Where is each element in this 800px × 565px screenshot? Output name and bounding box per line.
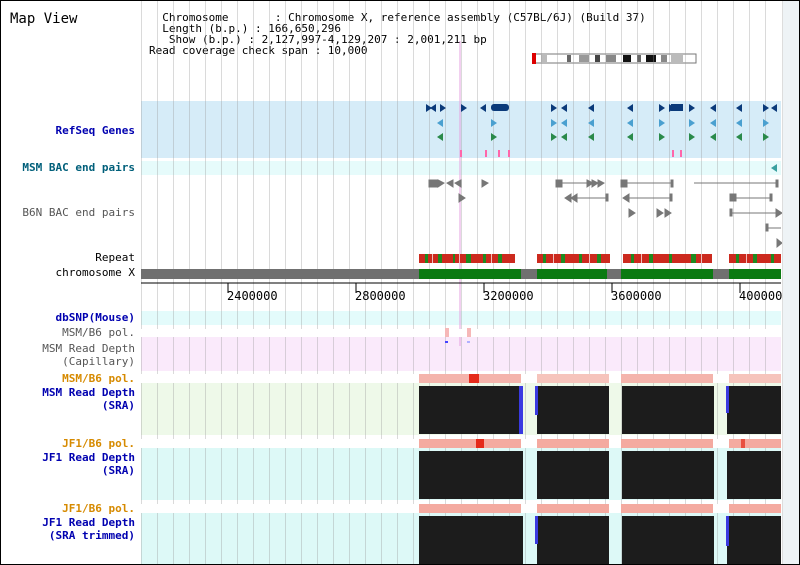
axis-tick-label: 2800000 <box>355 289 406 303</box>
refseq-row-2 <box>437 119 769 127</box>
jf1-b6-pol-heat <box>141 439 781 448</box>
info-line: Show (b.p.) : 2,127,997-4,129,207 : 2,00… <box>149 33 487 46</box>
chromosome-bar <box>141 269 781 279</box>
track-label-jf1-b6-pol-2[interactable]: JF1/B6 pol. <box>62 502 135 515</box>
axis-tick-label: 4000000 <box>739 289 790 303</box>
refseq-row-3 <box>437 133 769 141</box>
msm-b6-pol-heat <box>141 374 781 383</box>
track-label-jf1-depth-sra-sub: (SRA) <box>101 464 135 477</box>
vertical-scrollbar[interactable] <box>782 1 799 564</box>
track-label-jf1-depth-sra[interactable]: JF1 Read Depth <box>42 451 135 464</box>
axis-tick-label: 3200000 <box>483 289 534 303</box>
dbsnp-panel <box>141 311 781 325</box>
track-label-msm-b6-pol[interactable]: MSM/B6 pol. <box>62 326 135 339</box>
msm-bac-panel <box>141 161 781 175</box>
track-label-msm-depth-sra-sub: (SRA) <box>101 399 135 412</box>
depth-blue-bars <box>519 386 729 546</box>
msm-b6-pol-row <box>141 329 781 337</box>
refseq-row-1 <box>426 104 777 112</box>
track-label-msm-depth-cap[interactable]: MSM Read Depth <box>42 342 135 355</box>
msm-bac-mark <box>771 164 777 172</box>
track-label-msm-b6-pol-2[interactable]: MSM/B6 pol. <box>62 372 135 385</box>
chromosome-info: Chromosome : Chromosome X, reference ass… <box>149 12 646 56</box>
capillary-panel <box>141 337 781 371</box>
page-title: Map View <box>10 11 78 27</box>
track-label-b6n-bac[interactable]: B6N BAC end pairs <box>22 206 135 219</box>
jf1-b6-pol-heat-2 <box>141 504 781 513</box>
track-label-repeat[interactable]: Repeat <box>95 251 135 264</box>
track-label-msm-depth-cap-sub: (Capillary) <box>62 355 135 368</box>
track-label-jf1-b6-pol[interactable]: JF1/B6 pol. <box>62 437 135 450</box>
track-label-msm-depth-sra[interactable]: MSM Read Depth <box>42 386 135 399</box>
track-label-msm-bac[interactable]: MSM BAC end pairs <box>22 161 135 174</box>
info-line: Chromosome : Chromosome X, reference ass… <box>149 11 646 24</box>
refseq-pink-marks <box>460 150 682 157</box>
axis-panel <box>141 283 781 311</box>
track-label-chromosome[interactable]: chromosome X <box>55 266 135 279</box>
track-label-jf1-depth-trim[interactable]: JF1 Read Depth <box>42 516 135 529</box>
repeat-track <box>419 254 781 263</box>
track-label-jf1-depth-trim-sub: (SRA trimmed) <box>48 529 135 542</box>
axis-tick-label: 3600000 <box>611 289 662 303</box>
depth-blocks <box>419 386 781 564</box>
info-line: Read coverage check span : 10,000 <box>149 44 368 57</box>
b6n-bac-pairs <box>428 179 783 249</box>
track-label-dbsnp[interactable]: dbSNP(Mouse) <box>55 311 135 324</box>
info-line: Length (b.p.) : 166,650,296 <box>149 22 342 35</box>
track-label-refseq[interactable]: RefSeq Genes <box>55 124 135 137</box>
axis-tick-label: 2400000 <box>227 289 278 303</box>
axis-ticks <box>141 282 781 293</box>
